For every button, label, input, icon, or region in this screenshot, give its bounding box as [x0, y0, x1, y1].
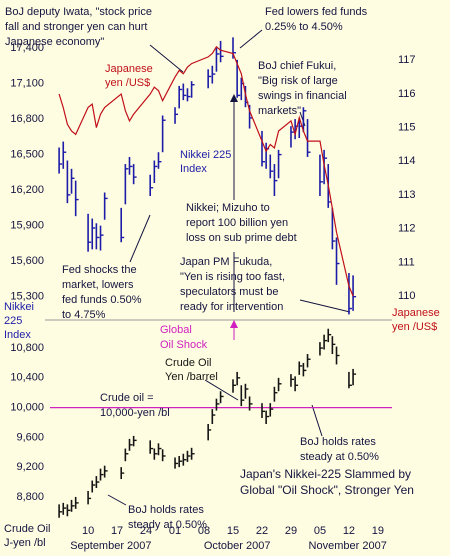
- y2-tick-label: 110: [398, 290, 416, 302]
- annotation: Nikkei; Mizuho to: [186, 202, 270, 214]
- x-tick-label: 22: [256, 525, 268, 537]
- annotation: markets": [258, 105, 301, 117]
- annotation: to 4.75%: [62, 309, 106, 321]
- chart-title: Japan's Nikkei-225 Slammed by: [240, 467, 411, 481]
- y-tick-label: 8,800: [16, 491, 44, 503]
- y2-tick-label: 116: [398, 88, 416, 100]
- chart-title: Global "Oil Shock", Stronger Yen: [240, 483, 414, 497]
- connector: [129, 214, 151, 263]
- y-tick-label: 10,800: [10, 342, 44, 354]
- annotation: 0.25% to 4.50%: [265, 21, 343, 33]
- annotation: steady at 0.50%: [300, 451, 379, 463]
- y-tick-label: 9,600: [16, 431, 44, 443]
- month-label: October 2007: [204, 540, 271, 552]
- annotation: BoJ holds rates: [128, 504, 204, 516]
- connector: [204, 379, 239, 401]
- x-tick-label: 24: [140, 525, 152, 537]
- x-tick-label: 15: [227, 525, 239, 537]
- series-label: Nikkei 225 Index: [180, 149, 232, 175]
- y2-tick-label: 113: [398, 189, 416, 201]
- annotation: fall and stronger yen can hurt: [5, 21, 147, 33]
- annotation: report 100 billion yen: [186, 217, 288, 229]
- month-label: November 2007: [309, 540, 387, 552]
- annotation: Japan PM Fukuda,: [180, 256, 272, 268]
- connector: [107, 494, 127, 506]
- connectors: [107, 29, 351, 506]
- series-label: Crude Oil Yen /barrel: [165, 357, 218, 383]
- annotation: "Big risk of large: [258, 75, 338, 87]
- annotation: Fed lowers fed funds: [265, 6, 368, 18]
- y-tick-label: 17,400: [10, 42, 44, 54]
- annotation: steady at 0.50%: [128, 519, 207, 531]
- annotation: Crude oil =: [100, 392, 154, 404]
- annotation: "Yen is rising too fast,: [180, 271, 285, 283]
- y-tick-label: 16,500: [10, 149, 44, 161]
- connector: [149, 44, 184, 73]
- y2-tick-label: 114: [398, 155, 416, 167]
- y-tick-label: 10,000: [10, 402, 44, 414]
- x-tick-label: 08: [198, 525, 210, 537]
- y-tick-label: 9,200: [16, 461, 44, 473]
- connector: [239, 29, 263, 49]
- y-tick-label: 17,100: [10, 77, 44, 89]
- line: [58, 45, 354, 297]
- y-tick-label: 15,900: [10, 220, 44, 232]
- x-tick-label: 19: [372, 525, 384, 537]
- y2-axis-label: Japanese yen /US$: [392, 307, 440, 333]
- x-tick-label: 01: [169, 525, 181, 537]
- month-label: September 2007: [70, 540, 151, 552]
- annotation: loss on sub prime debt: [186, 232, 297, 244]
- y-tick-label: 15,600: [10, 255, 44, 267]
- annotation: 10,000-yen /bl: [100, 407, 170, 419]
- annotation: BoJ deputy Iwata, "stock price: [5, 6, 152, 18]
- annotation: speculators must be: [180, 286, 278, 298]
- connector: [299, 299, 351, 313]
- y-axis-label: Crude Oil J-yen /bl: [4, 523, 51, 549]
- y-tick-label: 15,300: [10, 291, 44, 303]
- x-tick-label: 12: [343, 525, 355, 537]
- y-tick-label: 10,400: [10, 372, 44, 384]
- y2-tick-label: 115: [398, 122, 416, 134]
- annotation: BoJ chief Fukui,: [258, 60, 336, 72]
- annotation: ready for intervention: [180, 301, 283, 313]
- annotation: Global: [160, 324, 192, 336]
- annotation: BoJ holds rates: [300, 436, 376, 448]
- annotation: swings in financial: [258, 90, 347, 102]
- y-tick-label: 16,800: [10, 113, 44, 125]
- x-tick-label: 17: [111, 525, 123, 537]
- annotation: market, lowers: [62, 279, 134, 291]
- y-axis-label: Nikkei 225 Index: [4, 301, 34, 341]
- annotation: Japanese economy": [5, 36, 104, 48]
- x-tick-label: 05: [314, 525, 326, 537]
- y-tick-label: 16,200: [10, 184, 44, 196]
- annotation: Fed shocks the: [62, 264, 137, 276]
- y2-tick-label: 112: [398, 223, 416, 235]
- series-label: Japanese yen /US$: [105, 63, 153, 89]
- y2-tick-label: 117: [398, 54, 416, 66]
- connector: [311, 404, 323, 437]
- y2-tick-label: 111: [398, 256, 415, 268]
- annotation: fed funds 0.50%: [62, 294, 142, 306]
- annotation: Oil Shock: [160, 339, 208, 351]
- x-tick-label: 10: [82, 525, 94, 537]
- x-tick-label: 29: [285, 525, 297, 537]
